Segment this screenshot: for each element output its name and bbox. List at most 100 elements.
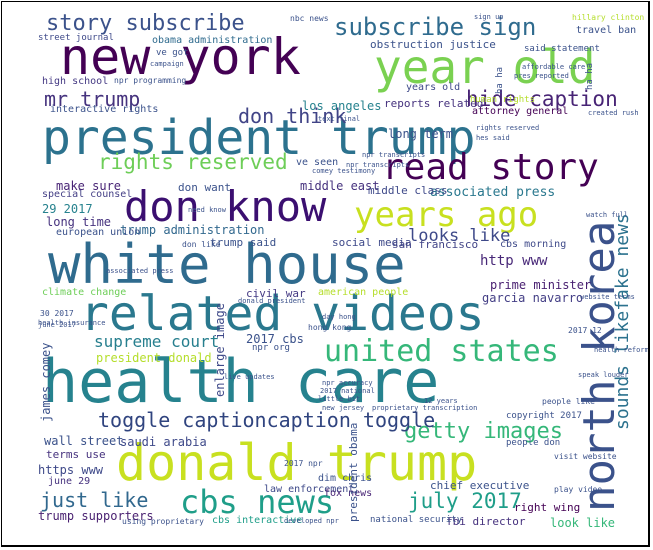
word-street-journal: street journal (38, 33, 114, 43)
word-npr-transcripts: npr transcripts (346, 161, 410, 169)
word-associated-press-small: associated press (106, 267, 174, 275)
word-associated-press: associated press (430, 185, 556, 200)
word-civil-war: civil war (246, 287, 306, 300)
word-sounds-likefake-news: sounds likefake news (612, 213, 633, 430)
word-cbs-news: cbs news (180, 483, 335, 521)
word-human-rights: human rights (470, 95, 536, 105)
word-los-angeles: los angeles (302, 99, 382, 113)
word-long-term: long term (388, 127, 454, 141)
word-united-states: united states (324, 334, 559, 369)
word-hes-said: hes said (476, 134, 510, 142)
word-day-hong: day hong (322, 313, 356, 321)
word-created-rush: created rush (588, 109, 639, 117)
word-middle-class: middle class (368, 184, 448, 197)
word-don-like: don like (182, 240, 221, 249)
word-dim-chris: dim chris (318, 473, 373, 484)
word-obama-administration: obama administration (152, 35, 273, 46)
word-european-union: european union (56, 227, 141, 238)
word-fbi-director: fbi director (446, 515, 526, 528)
word-hillary-clinton: hillary clinton (572, 13, 645, 22)
word-pres-reported: pres reported (514, 72, 569, 80)
word-sign-up: sign up (474, 13, 504, 21)
word-29-2017: 29 2017 (42, 202, 93, 216)
word-june-2017: june 2017 (38, 321, 76, 329)
word-enlarge-image: enlarge image (213, 303, 227, 397)
word-copyright-2017: copyright 2017 (506, 411, 582, 421)
word-don-think: don think (238, 104, 347, 128)
word-special-counsel: special counsel (42, 189, 133, 200)
word-12-years: 12 years (424, 397, 458, 405)
word-https-www: https www (38, 463, 104, 477)
word-http-www: http www (480, 253, 548, 269)
word-just-like: just like (40, 488, 149, 512)
word-toggle-captioncaption-toggle: toggle captioncaption toggle (98, 408, 436, 432)
word-ve-seen: ve seen (296, 157, 339, 168)
word-getty-images: getty images (404, 419, 563, 444)
word-don-know: don know (124, 182, 327, 231)
word-npr-org: npr org (252, 343, 290, 353)
word-make-sure: make sure (56, 179, 122, 193)
word-long-time: long time (46, 215, 112, 229)
word-people-like: people like (542, 397, 595, 406)
word-chief-executive: chief executive (430, 479, 530, 492)
word-climate-change: climate change (42, 287, 127, 298)
word-american-people: american people (318, 287, 409, 298)
word-need-know: need know (188, 206, 226, 214)
word-play-video: play video (554, 485, 603, 494)
word-garcia-navarro: garcia navarro (482, 291, 584, 305)
word-comey-testimony: comey testimony (312, 167, 376, 175)
word-story-subscribe: story subscribe (46, 11, 245, 36)
word-middle-east: middle east (300, 179, 380, 193)
word-health-insurance: health insurance (38, 319, 106, 327)
word-subscribe-sign: subscribe sign (334, 13, 537, 41)
word-cbs-morning: cbs morning (500, 239, 567, 250)
word-years-ago: years ago (354, 195, 539, 235)
word-travel-ban: travel ban (576, 25, 637, 36)
word-live-updates: live updates (224, 373, 275, 381)
word-donald-president: donald president (238, 297, 306, 305)
word-july-2017: july 2017 (408, 489, 522, 513)
word-president-donald: president donald (96, 351, 212, 365)
word-reports-related: reports related (384, 97, 484, 110)
word-rights-reserved: rights reserved (98, 150, 288, 174)
word-npr-accuracy: npr accuracy (322, 379, 373, 387)
word-terms-use: terms use (46, 448, 106, 461)
word-health-reform: health reform (594, 346, 649, 354)
word-social-media: social media (332, 236, 412, 249)
word-ha-ha-2: ha ha (495, 66, 505, 94)
word-don-want: don want (178, 181, 231, 194)
word-law-enforcement: law enforcement (264, 484, 355, 495)
word-saudi-arabia: saudi arabia (120, 435, 207, 449)
word-obstruction-justice: obstruction justice (370, 38, 496, 51)
word-rights-reserved-small: rights reserved (476, 124, 540, 132)
word-affordable-care: affordable care (522, 63, 586, 71)
word-ve-got: ve got (156, 48, 189, 58)
word-proprietary-transcription: proprietary transcription (372, 404, 478, 412)
word-trump-supporters: trump supporters (38, 509, 154, 523)
wordcloud: health care white house related videos p… (2, 2, 648, 545)
word-related-videos: related videos (80, 286, 485, 342)
word-said-statement: said statement (524, 44, 600, 54)
word-prime-minister: prime minister (490, 278, 592, 292)
word-people-don: people don (506, 438, 561, 448)
word-campaign: campaign (150, 60, 184, 68)
word-interactive-rights: interactive rights (50, 104, 159, 115)
word-fox-news: fox news (324, 488, 373, 499)
word-health-care: health care (42, 347, 440, 417)
word-trump-administration: trump administration (120, 223, 265, 237)
word-right-wing: right wing (514, 501, 581, 514)
word-looks-like: looks like (408, 226, 511, 246)
word-using-proprietary: using proprietary (122, 517, 204, 526)
word-speak-louder: speak louder (578, 371, 629, 379)
word-nbc-news: nbc news (290, 14, 329, 23)
word-little-bit: little bit (318, 395, 361, 403)
word-years-old: years old (406, 82, 461, 93)
word-attorney-general: attorney general (472, 106, 569, 117)
word-cbs-interactive: cbs interactive (212, 515, 303, 526)
word-hong-kong: hong kong (308, 323, 352, 332)
word-npr-programming: npr programming (114, 76, 187, 85)
word-look-like: look like (550, 516, 616, 530)
word-watch-full: watch full (586, 211, 629, 219)
word-visit-website: visit website (554, 452, 617, 461)
word-donald-trump: donald trump (116, 434, 478, 492)
